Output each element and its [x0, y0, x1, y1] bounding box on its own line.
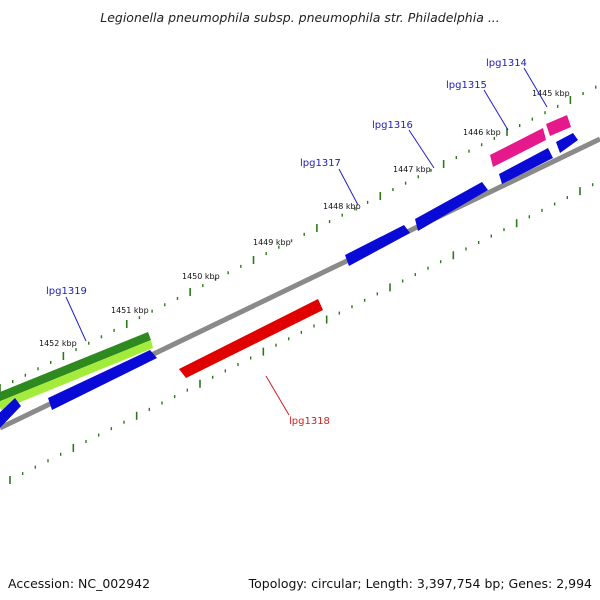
- gene-label-lpg1316[interactable]: lpg1316: [372, 120, 413, 131]
- scale-label: 1448 kbp: [323, 202, 361, 211]
- gene-label-lpg1315[interactable]: lpg1315: [446, 80, 487, 91]
- reverse-gene-lpg1318[interactable]: [179, 299, 323, 378]
- gene-leader-line: [338, 168, 359, 206]
- forward-gene-partial[interactable]: [0, 398, 21, 430]
- forward-gene-lpg1319[interactable]: [48, 350, 157, 410]
- gene-label-lpg1317[interactable]: lpg1317: [300, 158, 341, 169]
- forward-gene-lpg1316[interactable]: [415, 182, 488, 231]
- gene-leader-line: [483, 89, 509, 131]
- map-title: Legionella pneumophila subsp. pneumophil…: [100, 10, 500, 25]
- rna-gene-lpg1315[interactable]: [490, 128, 546, 167]
- scale-ticks-upper: [0, 85, 597, 392]
- scale-label: 1445 kbp: [532, 89, 570, 98]
- scale-label: 1451 kbp: [111, 306, 149, 315]
- genome-summary-text: Topology: circular; Length: 3,397,754 bp…: [248, 576, 592, 591]
- forward-gene-lpg1314[interactable]: [556, 133, 578, 153]
- scale-label: 1450 kbp: [182, 272, 220, 281]
- gene-leader-line: [408, 129, 435, 169]
- gene-label-lpg1314[interactable]: lpg1314: [486, 58, 527, 69]
- forward-gene-lpg1317[interactable]: [345, 225, 410, 266]
- gene-leader-line: [523, 67, 548, 108]
- scale-ticks-lower: [9, 183, 594, 484]
- scale-label: 1446 kbp: [463, 128, 501, 137]
- gene-label-lpg1318[interactable]: lpg1318: [289, 416, 330, 427]
- gene-leader-line: [265, 375, 290, 416]
- forward-gene-lpg1315[interactable]: [499, 148, 553, 184]
- scale-label: 1447 kbp: [393, 165, 431, 174]
- gene-leader-line: [65, 296, 87, 342]
- rna-gene-lpg1314[interactable]: [546, 115, 571, 136]
- accession-text: Accession: NC_002942: [8, 576, 151, 591]
- gene-label-lpg1319[interactable]: lpg1319: [46, 286, 87, 297]
- cds-feature-light[interactable]: [0, 340, 153, 410]
- scale-label: 1452 kbp: [39, 339, 77, 348]
- cds-feature-dark[interactable]: [0, 332, 151, 402]
- scale-label: 1449 kbp: [253, 238, 291, 247]
